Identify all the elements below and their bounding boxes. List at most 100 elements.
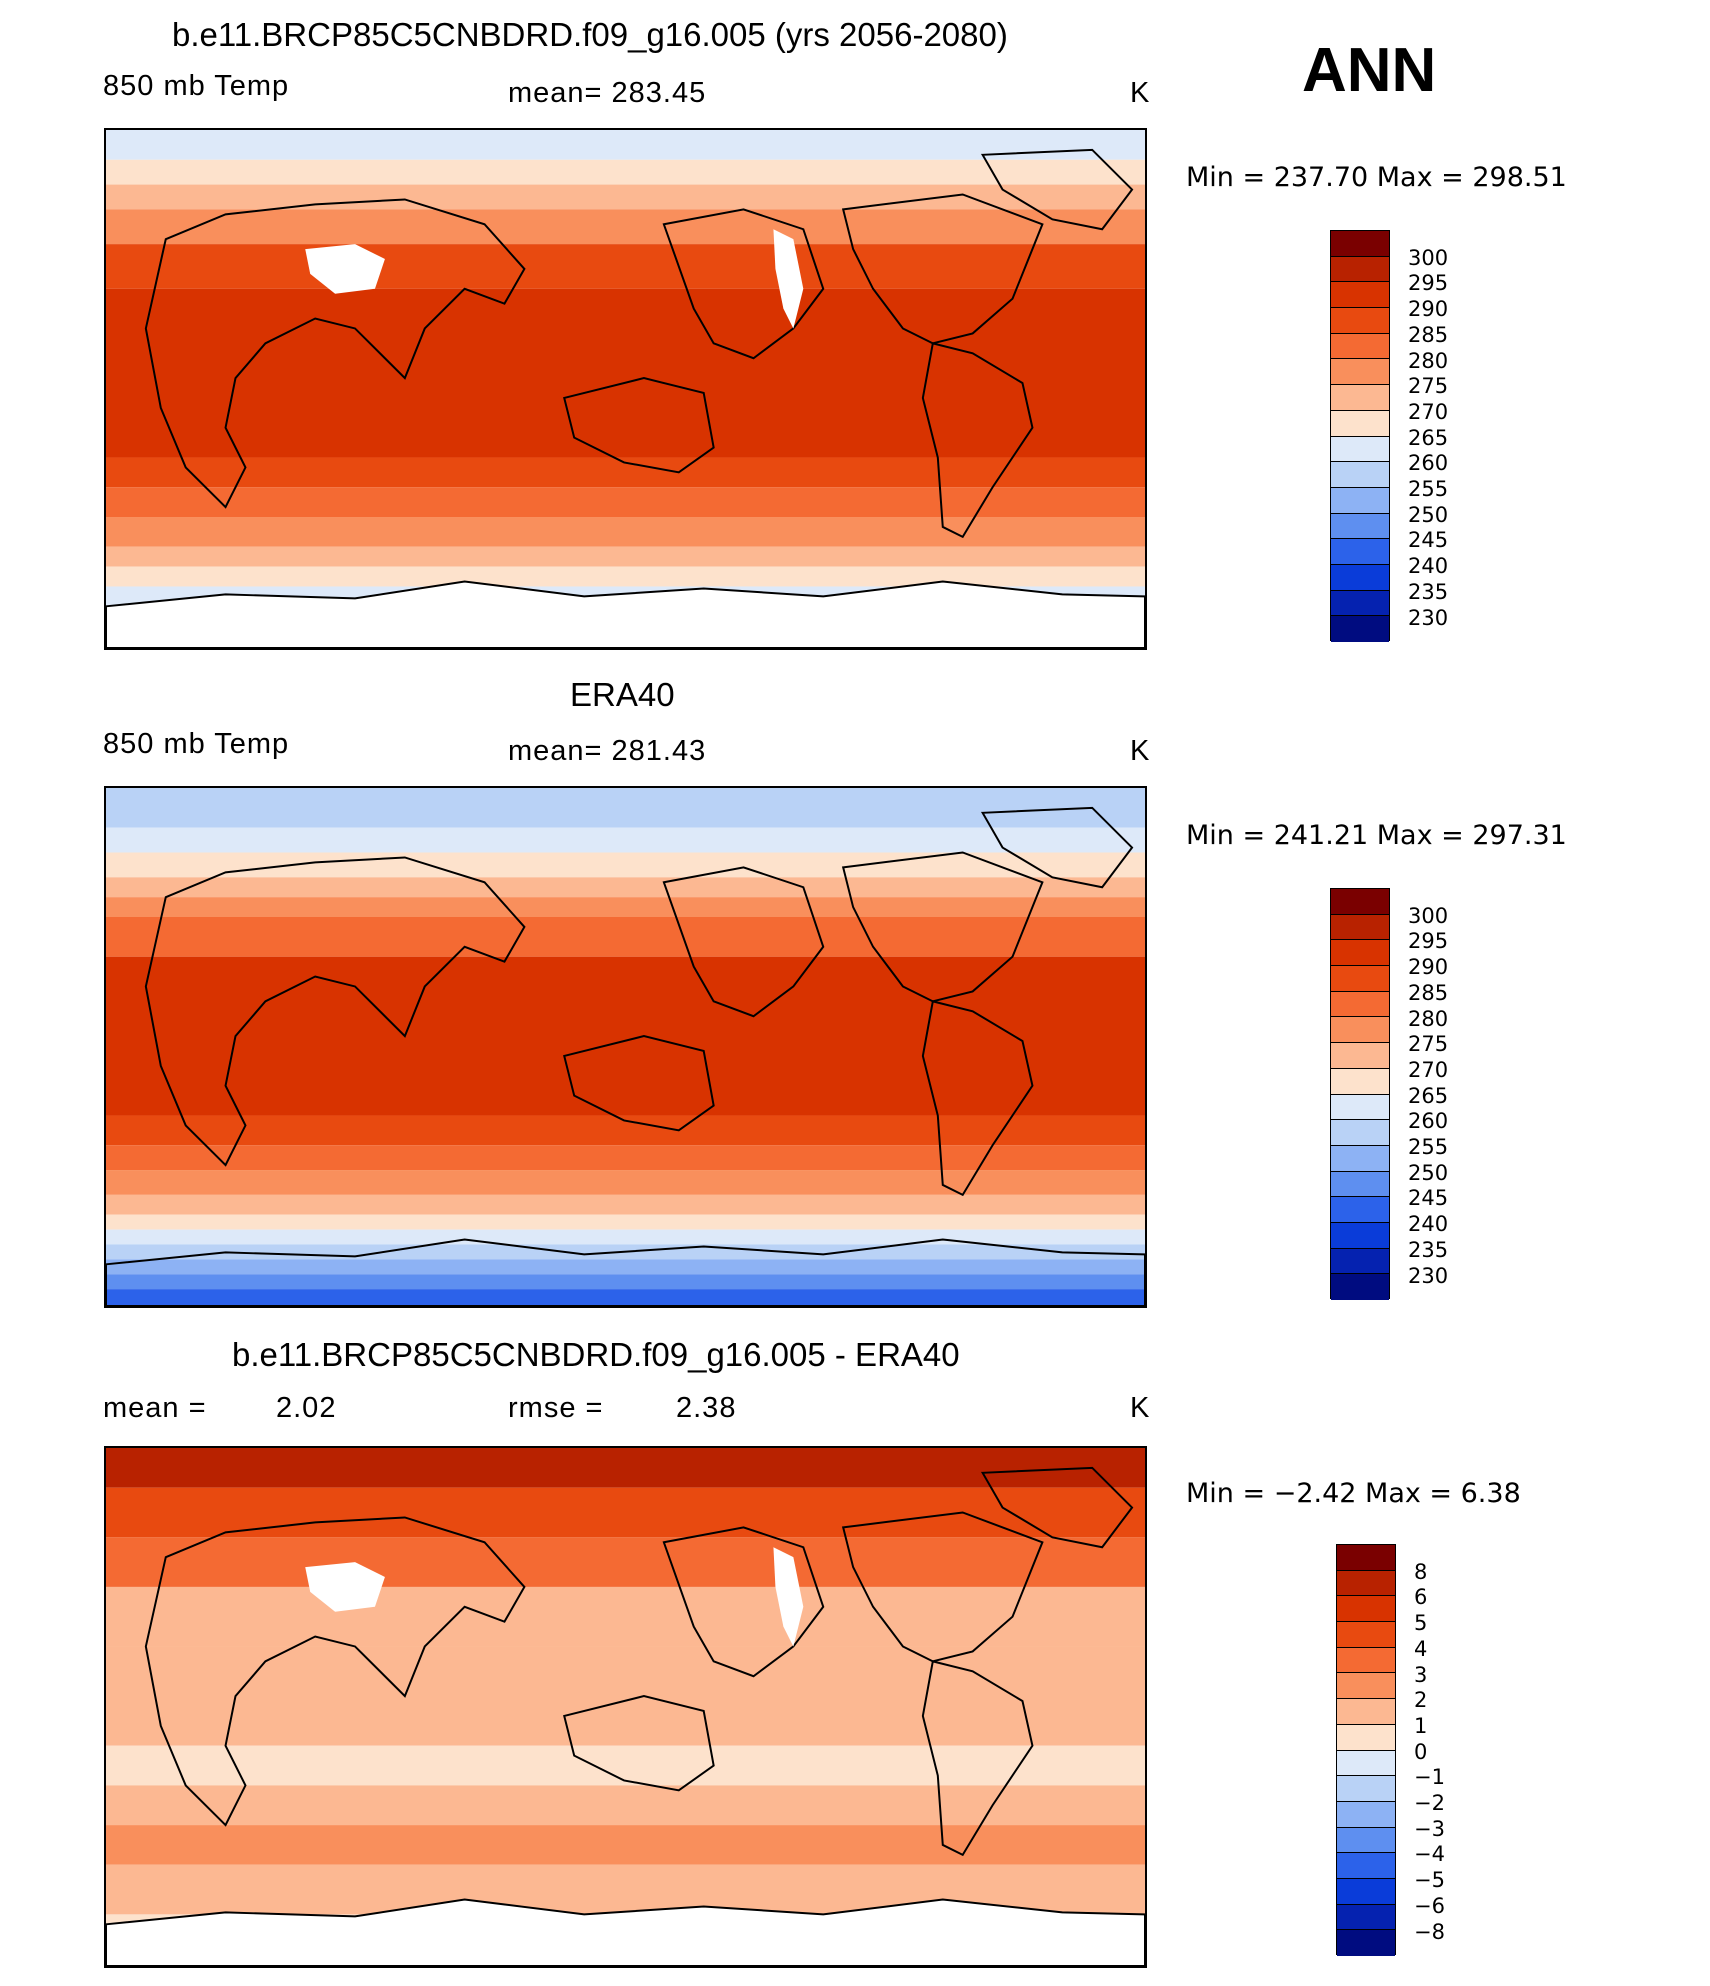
colorbar-swatch — [1331, 1094, 1389, 1121]
colorbar-swatch — [1331, 308, 1389, 334]
colorbar-tick-label: 245 — [1408, 1186, 1449, 1211]
coastline — [144, 1516, 526, 1827]
colorbar-swatch — [1331, 991, 1389, 1018]
colorbar-tick-label: 285 — [1408, 980, 1449, 1005]
colorbar-tick-label: 290 — [1408, 955, 1449, 980]
panel-1-units: K — [1130, 77, 1151, 109]
colorbar-swatch — [1331, 359, 1389, 386]
missing-data-region — [106, 1899, 1145, 1966]
colorbar-tick-label: 255 — [1408, 477, 1449, 501]
panel-1-variable: 850 mb Temp — [103, 70, 290, 102]
coastline — [563, 1035, 715, 1132]
colorbar-tick-label: 285 — [1408, 322, 1449, 347]
panel-1-map — [104, 128, 1147, 650]
panel-1-minmax: Min = 237.70 Max = 298.51 — [1186, 162, 1567, 193]
colorbar-swatch — [1331, 966, 1389, 992]
colorbar-tick-label: 1 — [1414, 1713, 1428, 1738]
coastline — [921, 1000, 1034, 1197]
colorbar-tick-label: 8 — [1414, 1559, 1428, 1584]
colorbar-swatch — [1337, 1776, 1395, 1802]
panel-2-title: ERA40 — [570, 676, 675, 713]
colorbar-tick-label: 235 — [1408, 579, 1449, 604]
field-band — [106, 1586, 1145, 1647]
field-band — [106, 852, 1145, 878]
missing-data-region — [305, 244, 385, 294]
colorbar-swatch — [1337, 1827, 1395, 1854]
colorbar-tick-label: 260 — [1408, 1109, 1449, 1134]
colorbar-swatch — [1337, 1801, 1395, 1828]
colorbar-tick-label: 235 — [1408, 1237, 1449, 1262]
coastline — [841, 193, 1044, 345]
colorbar-swatch — [1331, 462, 1389, 488]
colorbar-swatch — [1337, 1647, 1395, 1674]
antarctic-coastline — [106, 1898, 1145, 1966]
field-band — [106, 1537, 1145, 1587]
colorbar-swatch — [1331, 616, 1389, 642]
colorbar-swatch — [1337, 1853, 1395, 1879]
field-band — [106, 1745, 1145, 1786]
field-band — [106, 1259, 1145, 1275]
colorbar-tick-label: 265 — [1408, 425, 1449, 450]
colorbar-swatch — [1337, 1622, 1395, 1648]
panel-3-rmse-value: 2.38 — [676, 1392, 737, 1424]
colorbar-tick-label: 290 — [1408, 297, 1449, 322]
colorbar-swatch — [1331, 410, 1389, 437]
field-band — [106, 130, 1145, 160]
colorbar-tick-label: 4 — [1414, 1636, 1428, 1661]
panel-3-rmse-label: rmse = — [508, 1392, 604, 1424]
colorbar-tick-label: 280 — [1408, 348, 1449, 373]
colorbar-tick-label: −5 — [1414, 1868, 1445, 1893]
colorbar-swatch — [1337, 1545, 1395, 1571]
colorbar-tick-label: 0 — [1414, 1739, 1428, 1764]
field-band — [106, 566, 1145, 587]
panel-2-units: K — [1130, 735, 1151, 767]
colorbar-swatch — [1331, 914, 1389, 941]
panel-2-mean: mean= 281.43 — [508, 735, 707, 767]
coastline — [841, 1511, 1044, 1663]
panel-1-title: b.e11.BRCP85C5CNBDRD.f09_g16.005 (yrs 20… — [172, 16, 1008, 53]
coastline — [563, 377, 715, 474]
field-band — [106, 209, 1145, 245]
colorbar-tick-label: 300 — [1408, 903, 1449, 928]
field-band — [106, 546, 1145, 567]
field-band — [106, 517, 1145, 547]
colorbar-swatch — [1337, 1930, 1395, 1956]
colorbar-swatch — [1331, 282, 1389, 309]
colorbar-tick-label: 270 — [1408, 1057, 1449, 1082]
coastline — [144, 198, 526, 509]
colorbar-tick-label: −1 — [1414, 1765, 1445, 1790]
colorbar-tick-label: 270 — [1408, 399, 1449, 424]
colorbar-tick-label: 295 — [1408, 929, 1449, 954]
field-band — [106, 1785, 1145, 1826]
field-band — [106, 1194, 1145, 1215]
field-band — [106, 877, 1145, 898]
colorbar-swatch — [1331, 1222, 1389, 1249]
field-band — [106, 1145, 1145, 1171]
field-band — [106, 1825, 1145, 1865]
colorbar-swatch — [1331, 231, 1389, 257]
missing-data-region — [773, 229, 804, 329]
missing-data-region — [106, 581, 1145, 648]
missing-data-region — [305, 1562, 385, 1612]
field-band — [106, 788, 1145, 828]
field-band — [106, 244, 1145, 289]
colorbar-swatch — [1331, 1145, 1389, 1172]
colorbar-tick-label: 260 — [1408, 451, 1449, 476]
colorbar-swatch — [1331, 1274, 1389, 1300]
coastline — [144, 856, 526, 1167]
field-band — [106, 1487, 1145, 1538]
colorbar-tick-label: 275 — [1408, 374, 1449, 399]
colorbar-swatch — [1331, 1197, 1389, 1223]
colorbar-tick-label: −6 — [1414, 1893, 1445, 1918]
colorbar-tick-label: −8 — [1414, 1919, 1445, 1944]
colorbar-tick-label: −2 — [1414, 1791, 1445, 1815]
field-band — [106, 1229, 1145, 1245]
panel-3-mean-value: 2.02 — [276, 1392, 337, 1424]
colorbar-swatch — [1331, 1068, 1389, 1095]
colorbar-swatch — [1331, 256, 1389, 283]
colorbar-tick-label: 240 — [1408, 554, 1449, 579]
field-band — [106, 1289, 1145, 1306]
colorbar-swatch — [1337, 1699, 1395, 1725]
colorbar-tick-label: 240 — [1408, 1212, 1449, 1237]
colorbar-tick-label: 300 — [1408, 245, 1449, 270]
